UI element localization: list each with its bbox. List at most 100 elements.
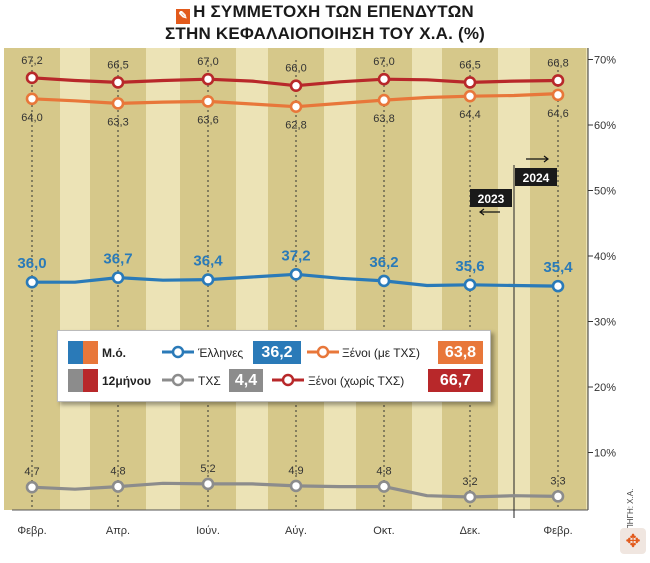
legend-key-swatch-orange	[83, 341, 98, 364]
series-point	[25, 275, 39, 289]
chart-title: ✎ Η ΣΥΜΜΕΤΟΧΗ ΤΩΝ ΕΠΕΝΔΥΤΩΝ ΣΤΗΝ ΚΕΦΑΛΑΙΟ…	[0, 2, 650, 43]
x-tick-label: Δεκ.	[460, 525, 481, 537]
series-point	[463, 89, 477, 103]
y-tick-label: 70%	[594, 55, 616, 67]
series-point	[463, 490, 477, 504]
arrow-left-head-icon	[479, 208, 485, 216]
data-label: 5,2	[200, 463, 215, 475]
data-label: 4,8	[110, 466, 125, 478]
y-tick-label: 20%	[594, 382, 616, 394]
year-badge-2023	[470, 189, 512, 207]
legend-value-foreign-with: 63,8	[438, 341, 483, 364]
data-label: 4,7	[24, 466, 39, 478]
y-tick-label: 30%	[594, 317, 616, 329]
data-label: 64,0	[21, 112, 42, 124]
series-point	[551, 279, 565, 293]
y-tick-label: 40%	[594, 251, 616, 263]
x-tick-label: Αύγ.	[285, 525, 307, 537]
series-point	[377, 72, 391, 86]
year-badge-2024	[515, 168, 557, 186]
data-label: 3,3	[550, 475, 565, 487]
series-point	[201, 72, 215, 86]
legend-key-swatch-blue	[68, 341, 83, 364]
series-point	[201, 477, 215, 491]
data-label: 62,8	[285, 120, 306, 132]
legend-value-foreign-without: 66,7	[428, 369, 483, 392]
x-tick-label: Φεβρ.	[543, 525, 572, 537]
kathimerini-logo-icon: ✎	[176, 9, 191, 24]
data-label: 64,6	[547, 108, 568, 120]
y-tick-label: 60%	[594, 120, 616, 132]
series-point	[377, 93, 391, 107]
series-point	[289, 479, 303, 493]
series-point	[111, 480, 125, 493]
data-label: 66,5	[107, 59, 128, 71]
arrow-right-head-icon	[543, 155, 549, 163]
x-axis: Φεβρ. Απρ. Ιούν. Αύγ. Οκτ. Δεκ. Φεβρ.	[17, 525, 572, 537]
x-tick-label: Ιούν.	[196, 525, 220, 537]
y-axis: 10% 20% 30% 40% 50% 60% 70%	[588, 55, 616, 460]
data-label: 4,9	[288, 465, 303, 477]
series-point	[551, 490, 565, 503]
series-point	[551, 88, 565, 102]
data-label: 35,4	[543, 259, 573, 276]
series-point	[377, 274, 391, 288]
legend-name-foreign-with: Ξένοι (με ΤΧΣ)	[342, 346, 420, 360]
series-point	[25, 480, 39, 494]
data-label: 64,4	[459, 109, 480, 121]
legend-name-hfsf: ΤΧΣ	[198, 374, 221, 388]
legend-key-swatch-red	[83, 369, 98, 392]
data-label: 36,7	[103, 251, 132, 268]
data-label: 35,6	[455, 258, 484, 275]
data-label: 4,8	[376, 466, 391, 478]
series-layer	[25, 71, 565, 504]
series-point	[111, 271, 125, 284]
series-point	[289, 79, 303, 92]
data-labels-layer: 67,2 66,5 67,0 66,0 67,0 66,5 66,8 64,0 63,3 63,6…	[17, 55, 573, 488]
legend-key-mean: Μ.ό.	[102, 346, 126, 360]
data-label: 63,6	[197, 114, 218, 126]
series-point	[201, 95, 215, 108]
legend-key-12m: 12μήνου	[102, 374, 152, 388]
legend-marker-hfsf	[162, 373, 194, 387]
data-label: 36,0	[17, 255, 46, 272]
legend-name-greeks: Έλληνες	[198, 346, 244, 360]
series-point	[25, 92, 39, 106]
data-label: 63,8	[373, 113, 394, 125]
legend-marker-foreign-with	[307, 345, 339, 359]
data-label: 67,0	[373, 56, 394, 68]
series-point	[463, 76, 477, 89]
data-label: 66,5	[459, 59, 480, 71]
y-tick-label: 50%	[594, 186, 616, 198]
series-point	[463, 278, 477, 292]
y-tick-label: 10%	[594, 448, 616, 460]
expand-arrows-icon[interactable]: ✥	[620, 528, 646, 554]
series-point	[289, 268, 303, 281]
data-label: 63,3	[107, 116, 128, 128]
data-label: 3,2	[462, 476, 477, 488]
series-point	[111, 97, 125, 110]
data-label: 37,2	[281, 247, 310, 264]
x-tick-label: Φεβρ.	[17, 525, 46, 537]
legend-name-foreign-without: Ξένοι (χωρίς ΤΧΣ)	[308, 374, 405, 388]
data-label: 67,2	[21, 55, 42, 67]
data-label: 67,0	[197, 56, 218, 68]
legend-value-hfsf: 4,4	[229, 369, 263, 392]
series-point	[25, 71, 39, 85]
title-line-2: ΣΤΗΝ ΚΕΦΑΛΑΙΟΠΟΙΗΣΗ ΤΟΥ Χ.Α. (%)	[164, 24, 486, 43]
year-label-2024: 2024	[523, 171, 550, 185]
legend-value-greeks: 36,2	[253, 341, 301, 364]
legend-box: Μ.ό. 12μήνου Έλληνες 36,2 Ξένοι (με ΤΧΣ)…	[57, 330, 491, 402]
x-tick-label: Απρ.	[106, 525, 130, 537]
data-label: 66,8	[547, 57, 568, 69]
series-point	[201, 273, 215, 286]
title-line-1: Η ΣΥΜΜΕΤΟΧΗ ΤΩΝ ΕΠΕΝΔΥΤΩΝ	[193, 2, 474, 21]
year-label-2023: 2023	[478, 192, 505, 206]
source-label: ΠΗΓΗ: Χ.Α.	[626, 488, 635, 530]
year-markers: 2023 2024	[470, 155, 557, 216]
x-tick-label: Οκτ.	[373, 525, 394, 537]
legend-marker-greeks	[162, 345, 194, 359]
series-point	[377, 480, 391, 493]
legend-marker-foreign-without	[272, 373, 304, 387]
